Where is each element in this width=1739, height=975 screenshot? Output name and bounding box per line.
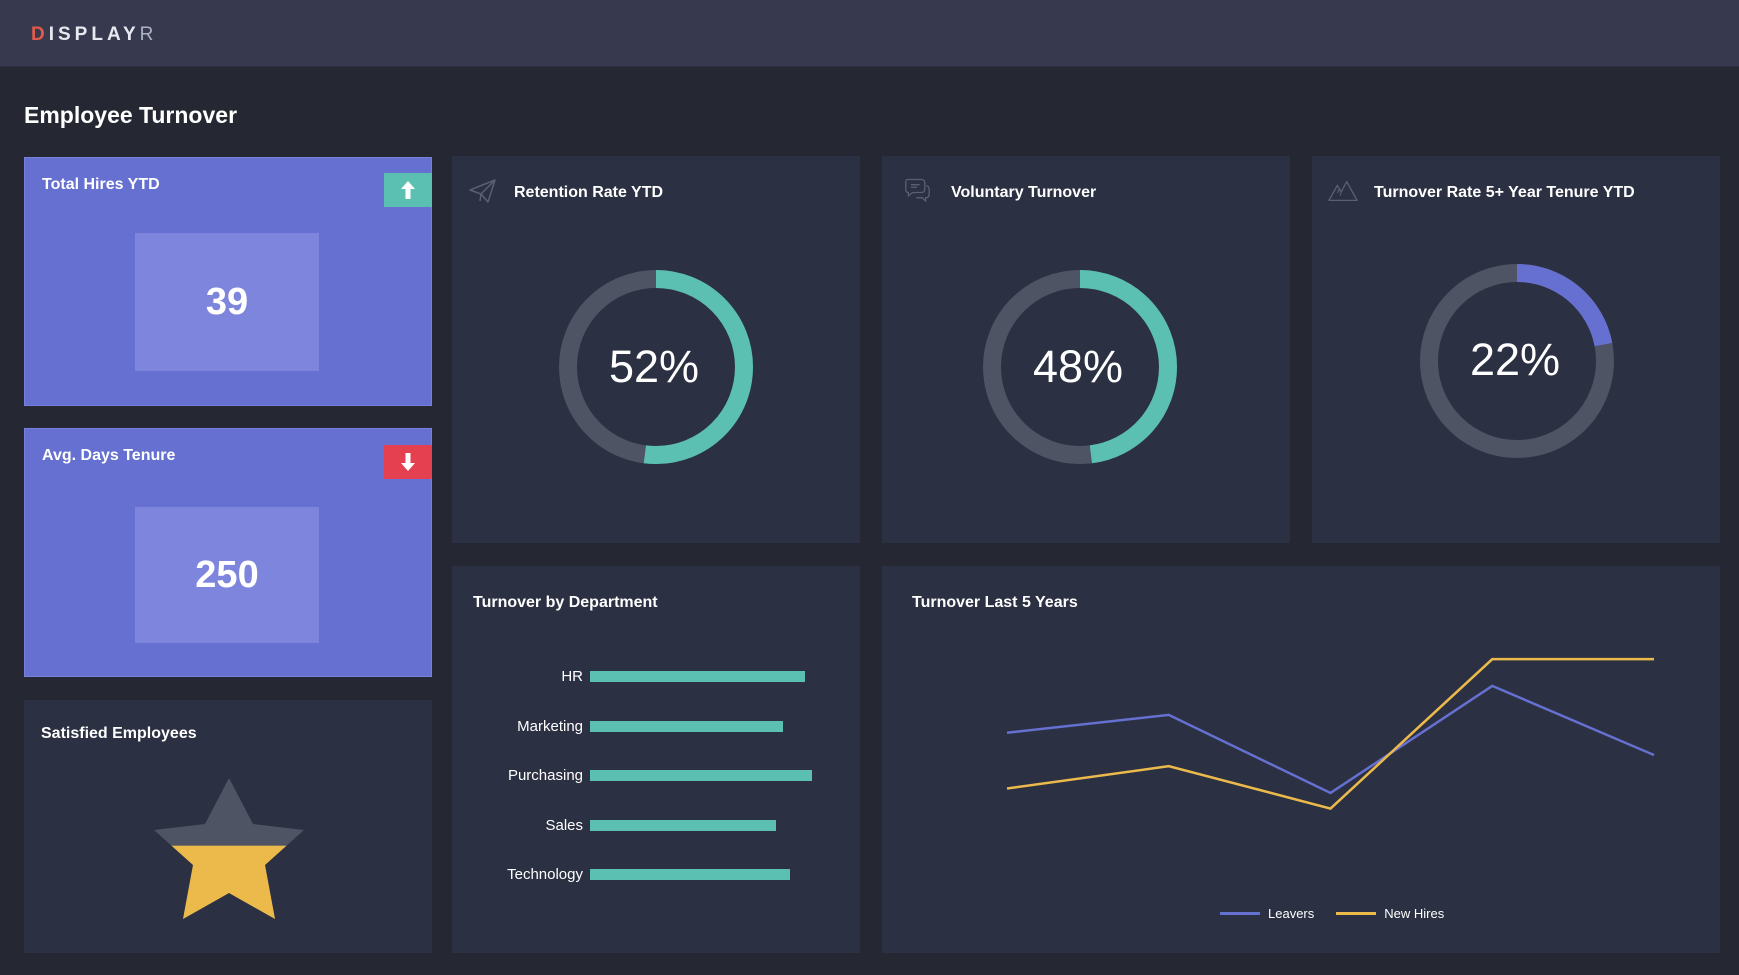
voluntary-turnover-donut <box>983 270 1177 464</box>
chart-legend: Leavers New Hires <box>1220 906 1444 921</box>
line-series-leavers[interactable] <box>1006 684 1655 795</box>
gauge-arc <box>1420 264 1614 458</box>
bar-technology[interactable] <box>590 869 790 880</box>
bar-label: HR <box>561 668 583 685</box>
bar-purchasing[interactable] <box>590 770 812 781</box>
displayr-logo[interactable]: DISPLAYR <box>31 24 158 45</box>
legend-swatch-leavers <box>1220 912 1260 915</box>
chart-title: Turnover by Department <box>473 594 658 611</box>
bar-label: Purchasing <box>507 767 583 784</box>
panel-title: Turnover Rate 5+ Year Tenure YTD <box>1374 184 1635 201</box>
retention-rate-panel: Retention Rate YTD 52% <box>452 156 860 543</box>
retention-donut <box>559 270 753 464</box>
trend-badge-down <box>384 445 432 479</box>
bar-label: Marketing <box>517 717 583 735</box>
tenure-turnover-panel: Turnover Rate 5+ Year Tenure YTD 22% <box>1312 156 1720 543</box>
panel-title: Voluntary Turnover <box>951 184 1097 201</box>
line-series-new-hires[interactable] <box>1006 657 1654 810</box>
turnover-last-5-years-panel: Turnover Last 5 Years Leavers New Hires <box>882 566 1720 953</box>
line-chart <box>1006 657 1655 810</box>
trend-badge-up <box>384 173 432 207</box>
legend-swatch-new-hires <box>1336 912 1377 915</box>
kpi-value: 250 <box>135 507 319 643</box>
chart-title: Turnover Last 5 Years <box>912 594 1078 611</box>
gauge-value: 52% <box>608 341 700 392</box>
top-bar: DISPLAYR <box>0 0 1739 67</box>
gauge-arc <box>559 270 753 464</box>
panel-title: Retention Rate YTD <box>514 184 664 201</box>
gauge-value: 48% <box>1032 341 1124 392</box>
bar-sales[interactable] <box>590 819 777 831</box>
arrow-up-icon <box>401 181 415 199</box>
legend-label-leavers[interactable]: Leavers <box>1268 906 1315 921</box>
star-rating-graphic <box>154 778 304 919</box>
page-title: Employee Turnover <box>24 102 238 128</box>
satisfied-title: Satisfied Employees <box>41 725 197 742</box>
kpi-card-total-hires: Total Hires YTD 39 <box>24 157 432 406</box>
kpi-title: Total Hires YTD <box>42 176 160 193</box>
chat-bubbles-icon <box>905 178 930 202</box>
arrow-down-icon <box>401 453 415 471</box>
mountain-icon <box>1328 180 1358 202</box>
gauge-arc <box>983 270 1177 464</box>
kpi-card-avg-days-tenure: Avg. Days Tenure 250 <box>24 428 432 677</box>
turnover-by-department-panel: Turnover by Department HR Marketing Purcha… <box>452 566 860 953</box>
kpi-title: Avg. Days Tenure <box>42 447 176 464</box>
star-fill <box>154 845 304 919</box>
gauge-value: 22% <box>1469 334 1561 385</box>
bar-hr[interactable] <box>590 671 806 682</box>
tenure-turnover-donut <box>1420 264 1614 458</box>
satisfied-employees-card: Satisfied Employees <box>24 700 432 953</box>
paper-plane-icon <box>469 179 496 203</box>
bar-label: Technology <box>507 866 583 883</box>
bar-marketing[interactable] <box>590 720 784 732</box>
kpi-value: 39 <box>135 233 319 371</box>
bar-label: Sales <box>545 816 583 834</box>
legend-label-new-hires[interactable]: New Hires <box>1384 906 1445 921</box>
voluntary-turnover-panel: Voluntary Turnover 48% <box>882 156 1290 543</box>
